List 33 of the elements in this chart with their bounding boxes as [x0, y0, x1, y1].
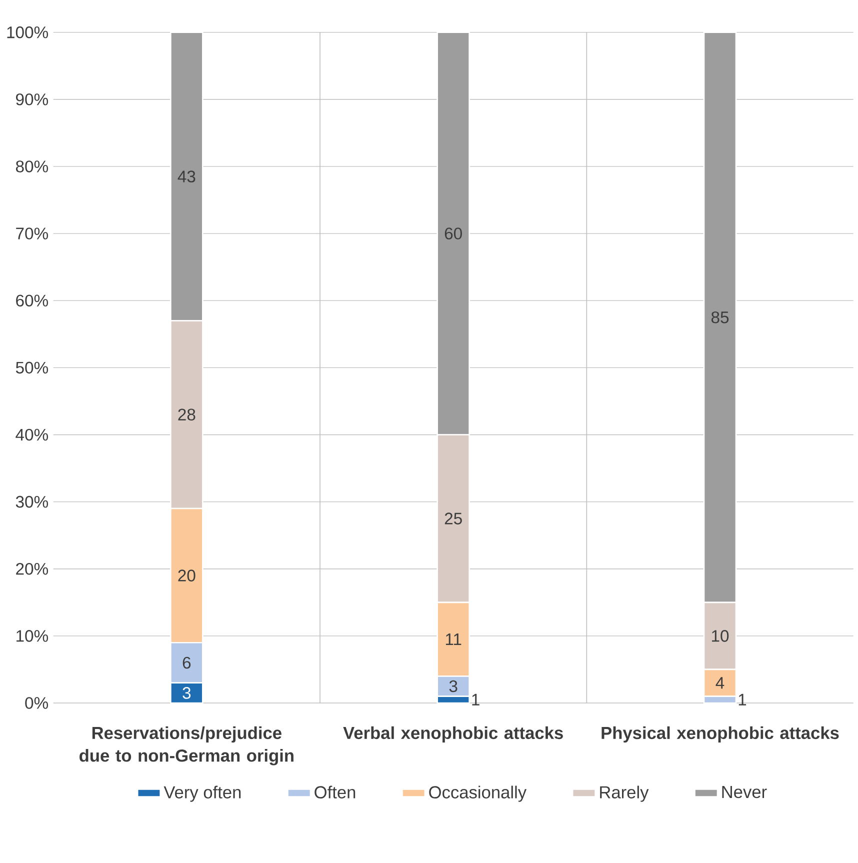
data-label: 3 [449, 680, 458, 692]
data-label: 60 [444, 228, 462, 240]
data-label: 10 [712, 630, 729, 642]
data-label: 3 [182, 687, 191, 699]
y-tick-label: 100% [7, 26, 48, 38]
data-label: 1 [738, 694, 746, 706]
legend-label: Never [722, 786, 767, 798]
y-tick-label: 70% [16, 228, 48, 240]
data-label: 6 [182, 656, 191, 669]
y-tick-label: 60% [16, 294, 48, 306]
y-tick-label: 30% [16, 496, 48, 508]
data-label: 43 [178, 170, 196, 182]
x-tick-label: Verbal xenophobic attacks [343, 726, 563, 743]
data-label: 20 [178, 570, 196, 582]
data-label: 28 [178, 408, 196, 421]
legend-label: Often [314, 786, 356, 798]
x-tick-label: Physical xenophobic attacks [602, 726, 839, 743]
y-tick-label: 20% [16, 562, 48, 575]
y-tick-label: 10% [16, 630, 48, 642]
data-label: 85 [711, 311, 729, 324]
data-label: 25 [444, 512, 462, 524]
legend-label: Very often [164, 786, 241, 802]
y-tick-label: 80% [16, 160, 48, 172]
data-label: 4 [716, 677, 724, 689]
y-tick-label: 90% [16, 94, 48, 106]
x-tick-label: Reservations/prejudice due to non-German origin [80, 726, 294, 766]
legend-label: Occasionally [429, 786, 527, 802]
y-tick-label: 50% [16, 362, 48, 374]
legend-label: Rarely [600, 786, 649, 802]
y-tick-label: 40% [16, 428, 48, 441]
data-label: 11 [446, 634, 462, 646]
data-label: 1 [472, 694, 480, 706]
y-tick-label: 0% [25, 697, 48, 709]
